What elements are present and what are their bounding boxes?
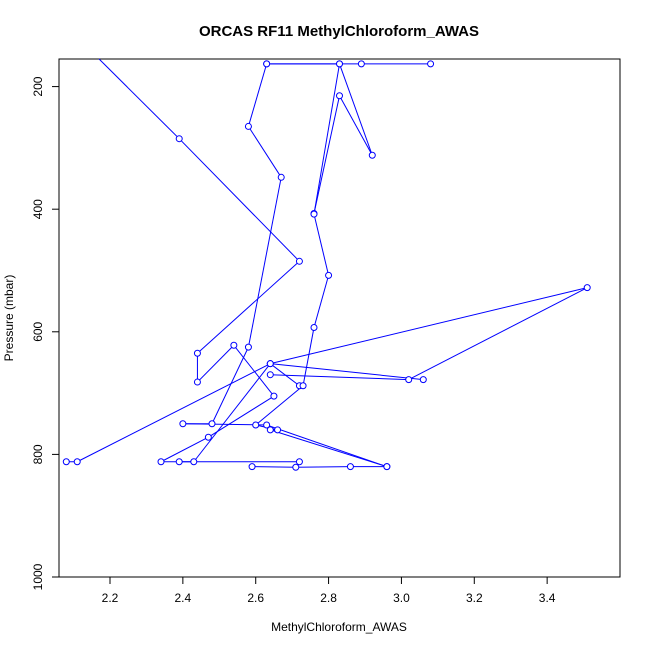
data-point	[193, 378, 201, 386]
series-segment	[233, 344, 275, 397]
series-segment	[313, 95, 340, 214]
series-segment	[193, 363, 271, 463]
data-point	[310, 324, 318, 332]
data-point	[244, 343, 252, 351]
y-axis-label: Pressure (mbar)	[2, 275, 16, 362]
data-point	[204, 433, 212, 441]
data-point	[73, 458, 81, 466]
y-axis: 200 400 600 800 1000	[31, 76, 59, 590]
data-point	[266, 371, 274, 379]
series-segment	[313, 275, 330, 328]
x-axis-label: MethylChloroform_AWAS	[271, 620, 407, 634]
series-segment	[339, 63, 373, 156]
series-segment	[208, 395, 275, 438]
series-segment	[339, 95, 373, 156]
x-tick-label: 3.2	[466, 591, 483, 605]
series-segment	[255, 385, 304, 426]
x-tick-label: 3.4	[539, 591, 556, 605]
data-point	[368, 151, 376, 159]
data-point	[405, 376, 413, 384]
plot-frame	[58, 58, 621, 578]
chart-title: ORCAS RF11 MethylChloroform_AWAS	[199, 23, 479, 40]
x-tick-label: 2.8	[320, 591, 337, 605]
data-point	[266, 426, 274, 434]
series-segment	[313, 213, 330, 276]
series-points	[62, 60, 591, 471]
x-tick-label: 2.4	[175, 591, 192, 605]
data-point	[190, 458, 198, 466]
series-segment	[408, 287, 588, 381]
series-segment	[266, 424, 388, 468]
data-point	[244, 122, 252, 130]
data-point	[263, 60, 271, 68]
data-point	[299, 382, 307, 390]
data-point	[175, 135, 183, 143]
data-point	[208, 420, 216, 428]
series-segment	[270, 287, 588, 365]
series-segment	[98, 58, 180, 140]
data-point	[270, 392, 278, 400]
x-axis: 2.2 2.4 2.6 2.8 3.0 3.2 3.4	[102, 577, 556, 605]
data-point	[230, 341, 238, 349]
data-point	[252, 421, 260, 429]
series-segment	[269, 363, 300, 387]
data-point	[157, 458, 165, 466]
series-segment	[313, 63, 340, 215]
data-point	[179, 420, 187, 428]
y-tick-label: 1000	[31, 563, 45, 590]
data-point	[292, 463, 300, 471]
data-point	[346, 463, 354, 471]
x-tick-label: 3.0	[393, 591, 410, 605]
series-segment	[178, 138, 300, 262]
data-point	[357, 60, 365, 68]
series-segment	[247, 63, 268, 127]
series-segment	[197, 260, 300, 354]
data-point	[274, 426, 282, 434]
y-tick-label: 200	[31, 76, 45, 96]
data-point	[336, 60, 343, 68]
data-point	[419, 376, 427, 384]
data-point	[336, 92, 343, 100]
series-lines	[66, 58, 588, 468]
data-point	[175, 458, 183, 466]
series-segment	[270, 363, 424, 381]
series-segment	[211, 346, 249, 424]
data-point	[266, 360, 274, 368]
x-tick-label: 2.2	[102, 591, 119, 605]
data-point	[310, 210, 318, 218]
y-tick-label: 600	[31, 321, 45, 341]
y-tick-label: 400	[31, 199, 45, 219]
data-point	[193, 349, 201, 357]
data-point	[277, 173, 285, 181]
y-tick-label: 800	[31, 444, 45, 464]
data-point	[383, 463, 391, 471]
data-point	[583, 284, 591, 292]
data-point	[325, 271, 333, 279]
series-segment	[295, 466, 351, 468]
data-point	[263, 421, 271, 429]
series-segment	[197, 344, 235, 383]
series-segment	[76, 363, 271, 463]
x-tick-label: 2.6	[247, 591, 264, 605]
series-segment	[302, 327, 315, 386]
data-point	[427, 60, 435, 68]
series-segment	[160, 436, 209, 463]
data-point	[295, 257, 303, 265]
series-segment	[270, 374, 409, 381]
series-segment	[247, 177, 282, 348]
data-point	[62, 458, 70, 466]
series-segment	[252, 466, 296, 468]
data-point	[295, 458, 303, 466]
series-segment	[270, 429, 388, 468]
data-point	[248, 463, 256, 471]
series-segment	[248, 126, 282, 178]
